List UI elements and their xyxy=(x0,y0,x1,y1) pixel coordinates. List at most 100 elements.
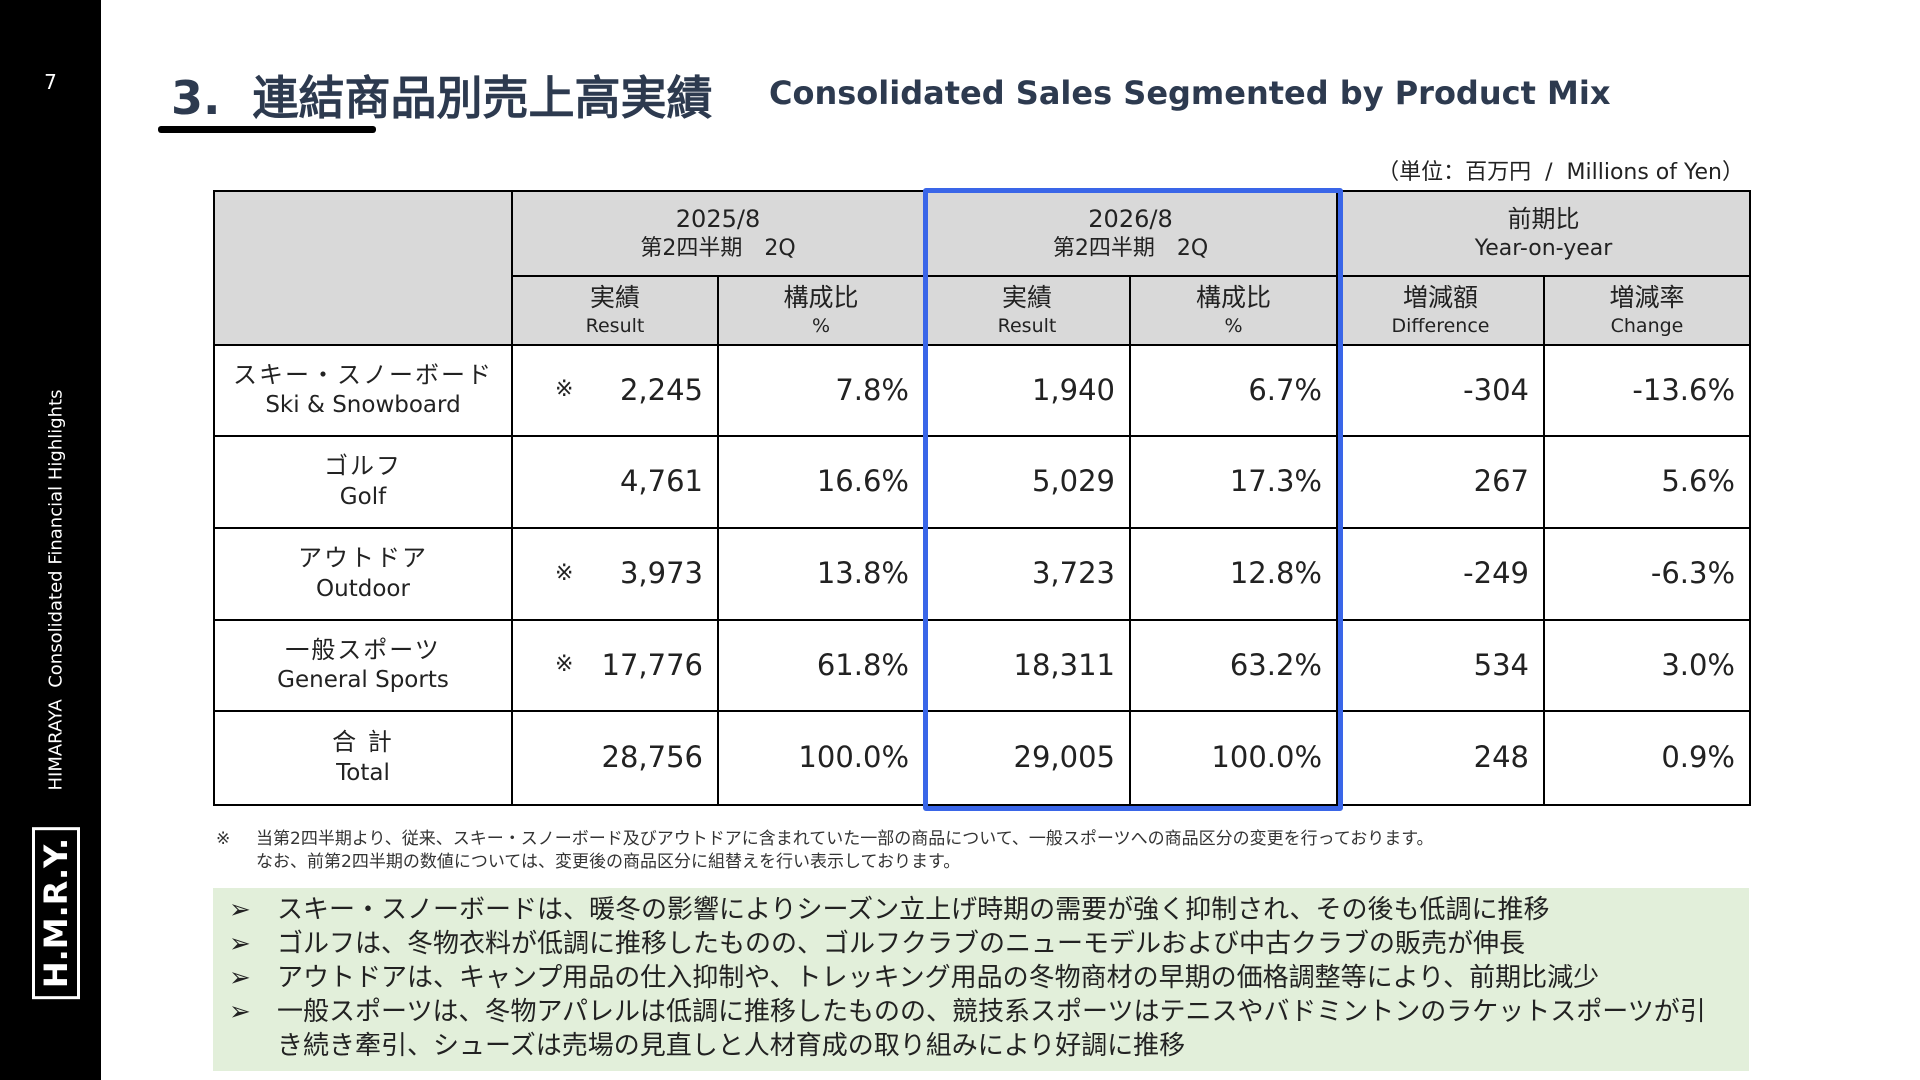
value-cell: ※ 17,776 xyxy=(511,619,719,712)
value: -304 xyxy=(1463,372,1529,407)
value-cell: 16.6% xyxy=(717,435,925,529)
header-row: 2025/8 第2四半期 2Q 2026/8 第2四半期 2Q 前期比 Year-on-y… xyxy=(213,190,1751,346)
value: 100.0% xyxy=(1211,740,1322,775)
note-mark: ※ xyxy=(555,652,574,678)
page-number: 7 xyxy=(44,70,57,94)
row-label-ja: アウトドア xyxy=(298,544,428,573)
value: 63.2% xyxy=(1229,647,1322,682)
row-label-en: Golf xyxy=(339,483,387,510)
value: 16.6% xyxy=(816,464,909,499)
row-label: アウトドア Outdoor xyxy=(213,527,513,621)
value-cell: -13.6% xyxy=(1543,344,1751,437)
bullet-text: ゴルフは、冬物衣料が低調に推移したものの、ゴルフクラブのニューモデルおよび中古ク… xyxy=(277,929,1526,959)
row-label-ja: 合 計 xyxy=(332,728,394,757)
value-cell: 5.6% xyxy=(1543,435,1751,529)
value: 17,776 xyxy=(601,647,703,682)
subheader-en: % xyxy=(1224,315,1243,338)
group-line1: 2025/8 xyxy=(675,204,761,233)
subheader-ja: 構成比 xyxy=(783,282,859,312)
title-underline xyxy=(158,126,376,133)
subheader: 構成比% xyxy=(717,275,925,346)
value: 267 xyxy=(1473,464,1529,499)
value: 29,005 xyxy=(1013,740,1115,775)
value-wrap: ※ 3,973 xyxy=(513,555,703,593)
bullet: ➢ アウトドアは、キャンプ用品の仕入抑制や、トレッキング用品の冬物商材の早期の価格… xyxy=(213,961,1723,995)
value: 28,756 xyxy=(601,740,703,775)
value-cell: ※ 2,245 xyxy=(511,344,719,437)
subheader-ja: 増減率 xyxy=(1609,282,1685,312)
value: 248 xyxy=(1473,740,1529,775)
row-label: 合 計 Total xyxy=(213,710,513,806)
value-cell: 63.2% xyxy=(1129,619,1338,712)
row-label: スキー・スノーボード Ski & Snowboard xyxy=(213,344,513,437)
value-cell: 13.8% xyxy=(717,527,925,621)
row-label: ゴルフ Golf xyxy=(213,435,513,529)
value: 3,973 xyxy=(619,556,703,591)
value-wrap: ※ 17,776 xyxy=(513,647,703,685)
value-cell: 29,005 xyxy=(923,710,1131,806)
value: -249 xyxy=(1463,556,1529,591)
group-header: 2025/8 第2四半期 2Q xyxy=(511,190,925,277)
subheader-ja: 実績 xyxy=(1001,282,1052,312)
data-row: アウトドア Outdoor ※ 3,973 13.8% 3,723 12.8% -249 -6.… xyxy=(213,527,1751,621)
bullet: ➢ ゴルフは、冬物衣料が低調に推移したものの、ゴルフクラブのニューモデルおよび中古… xyxy=(213,927,1723,961)
value-cell: -249 xyxy=(1336,527,1545,621)
subheader-en: Difference xyxy=(1391,315,1490,338)
value: 0.9% xyxy=(1661,740,1735,775)
value-cell: 267 xyxy=(1336,435,1545,529)
bullet-marker: ➢ xyxy=(229,895,251,925)
row-label: 一般スポーツ General Sports xyxy=(213,619,513,712)
subheader-en: Change xyxy=(1610,315,1684,338)
data-row: 一般スポーツ General Sports ※ 17,776 61.8% 18,311 63… xyxy=(213,619,1751,712)
value-cell: 28,756 xyxy=(511,710,719,806)
sidebar xyxy=(0,0,101,1080)
group-header: 2026/8 第2四半期 2Q xyxy=(923,190,1338,277)
value-cell: 4,761 xyxy=(511,435,719,529)
group-line2: 第2四半期 2Q xyxy=(640,235,796,261)
header-cell xyxy=(213,190,513,346)
summary-box: ➢ スキー・スノーボードは、暖冬の影響によりシーズン立上げ時期の需要が強く抑制され… xyxy=(213,888,1749,1071)
value-cell: 3.0% xyxy=(1543,619,1751,712)
highlight-box xyxy=(923,188,1343,811)
value: 13.8% xyxy=(816,556,909,591)
sales-table: 2025/8 第2四半期 2Q 2026/8 第2四半期 2Q 前期比 Year-on-y… xyxy=(213,190,1751,806)
value: 61.8% xyxy=(816,647,909,682)
logo: H.M.R.Y. xyxy=(32,826,80,1000)
value-cell: 534 xyxy=(1336,619,1545,712)
row-label-en: General Sports xyxy=(277,667,449,694)
footnote-text: 当第2四半期より、従来、スキー・スノーボード及びアウトドアに含まれていた一部の商… xyxy=(256,829,1434,849)
value-cell: 100.0% xyxy=(717,710,925,806)
row-label-ja: スキー・スノーボード xyxy=(233,360,493,389)
value: 3.0% xyxy=(1661,647,1735,682)
note-mark: ※ xyxy=(555,560,574,586)
value-cell: 61.8% xyxy=(717,619,925,712)
bullet-text: 一般スポーツは、冬物アパレルは低調に推移したものの、競技系スポーツはテニスやバド… xyxy=(277,997,1706,1061)
value: -13.6% xyxy=(1632,372,1735,407)
group-line2: 第2四半期 2Q xyxy=(1052,235,1209,261)
value: 6.7% xyxy=(1248,372,1322,407)
value: 3,723 xyxy=(1031,556,1115,591)
value: 100.0% xyxy=(798,740,909,775)
subheader: 実績 Result xyxy=(511,275,719,346)
unit-note: （単位：百万円 / Millions of Yen） xyxy=(1377,160,1744,185)
title: 3. 連結商品別売上高実績 xyxy=(171,71,713,125)
subheader-row: 実績 Result 構成比% 実績 Result 構成比% 増減額 Difference 増減率… xyxy=(214,275,1751,346)
value-cell: 12.8% xyxy=(1129,527,1338,621)
value-cell: 6.7% xyxy=(1129,344,1338,437)
value: 12.8% xyxy=(1229,556,1322,591)
bullet-text: アウトドアは、キャンプ用品の仕入抑制や、トレッキング用品の冬物商材の早期の価格調… xyxy=(277,963,1600,993)
group-line1: 前期比 xyxy=(1507,204,1580,233)
subheader-ja: 構成比 xyxy=(1195,282,1271,312)
subheader-ja: 増減額 xyxy=(1402,282,1478,312)
bullet-marker: ➢ xyxy=(229,963,251,993)
value: 7.8% xyxy=(835,372,909,407)
value: 5,029 xyxy=(1031,464,1115,499)
data-row: スキー・スノーボード Ski & Snowboard ※ 2,245 7.8% 1,940… xyxy=(213,344,1751,437)
value-cell: -6.3% xyxy=(1543,527,1751,621)
subheader: 実績 Result xyxy=(923,275,1131,346)
data-row: ゴルフ Golf 4,761 16.6% 5,029 17.3% 267 5.6% xyxy=(213,435,1751,529)
row-label-ja: 一般スポーツ xyxy=(285,635,441,664)
subheader: 増減率 Change xyxy=(1543,275,1751,346)
subheader-en: Result xyxy=(585,315,645,338)
footnote-mark: ※ xyxy=(216,829,231,849)
